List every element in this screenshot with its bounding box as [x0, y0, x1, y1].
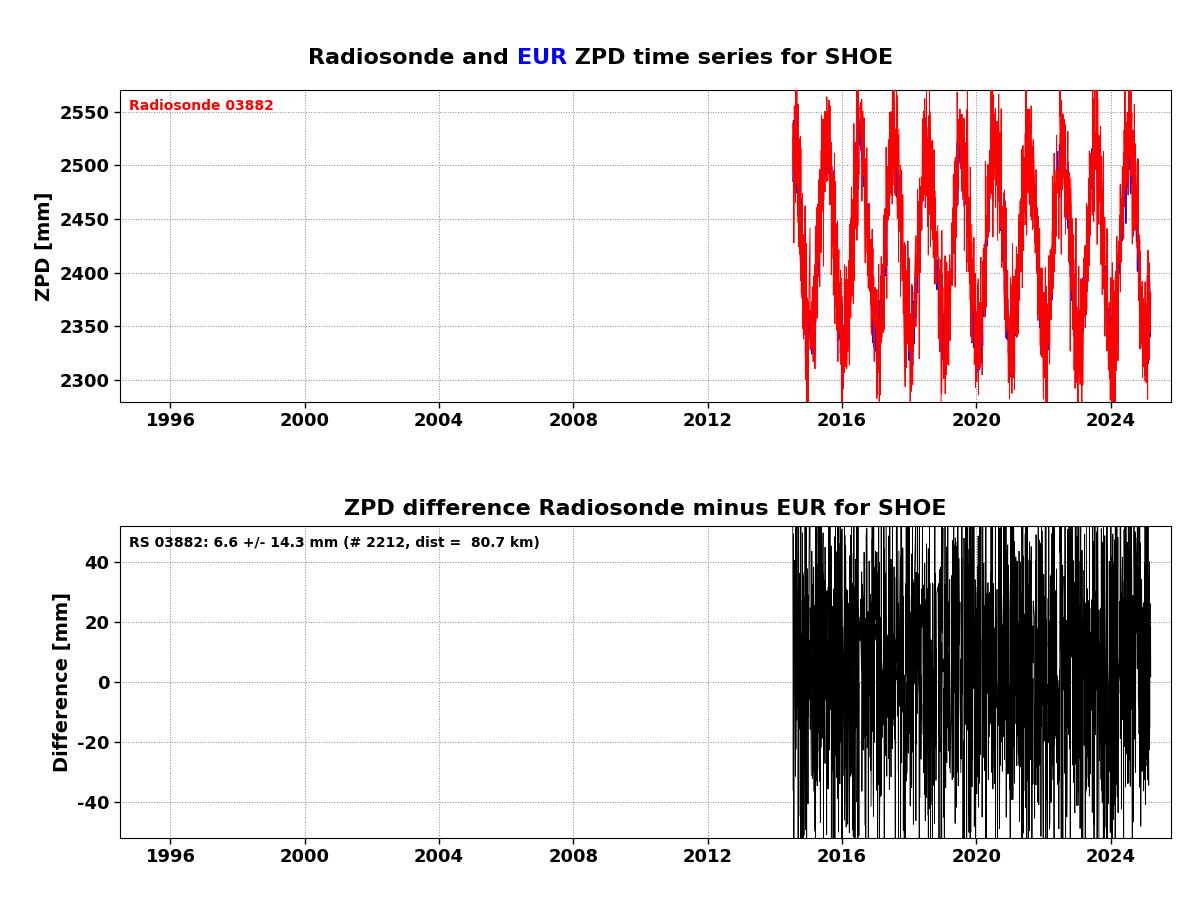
Y-axis label: ZPD [mm]: ZPD [mm]: [35, 191, 54, 301]
Text: EUR: EUR: [516, 48, 567, 68]
Text: ZPD time series for SHOE: ZPD time series for SHOE: [567, 48, 892, 68]
Title: ZPD difference Radiosonde minus EUR for SHOE: ZPD difference Radiosonde minus EUR for …: [345, 499, 946, 519]
Text: Radiosonde and: Radiosonde and: [309, 48, 516, 68]
Text: RS 03882: 6.6 +/- 14.3 mm (# 2212, dist =  80.7 km): RS 03882: 6.6 +/- 14.3 mm (# 2212, dist …: [129, 536, 539, 550]
Text: Radiosonde 03882: Radiosonde 03882: [129, 99, 274, 114]
Y-axis label: Difference [mm]: Difference [mm]: [53, 592, 72, 772]
